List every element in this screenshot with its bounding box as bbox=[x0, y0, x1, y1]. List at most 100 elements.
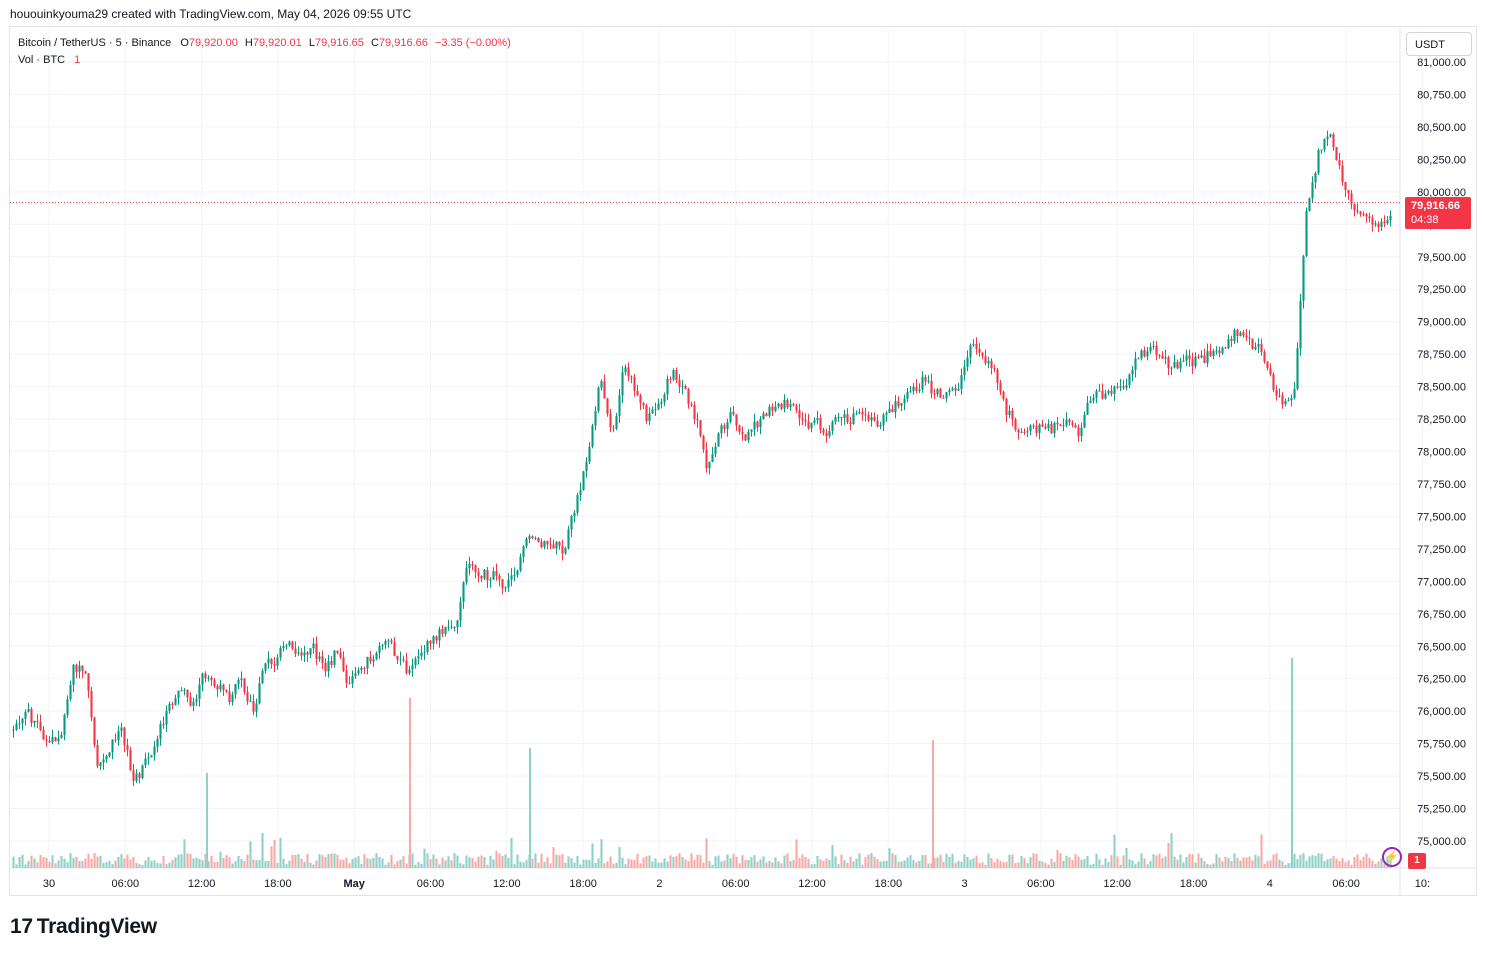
volume-bar bbox=[936, 857, 939, 868]
candle-body bbox=[594, 410, 597, 426]
candle-body bbox=[54, 737, 57, 742]
candle-body bbox=[672, 370, 675, 380]
volume-bar bbox=[1014, 863, 1017, 868]
volume-bar bbox=[552, 847, 555, 868]
candle-body bbox=[1335, 147, 1338, 160]
candle-body bbox=[747, 431, 750, 441]
candle-body bbox=[153, 746, 156, 756]
volume-bar bbox=[1116, 856, 1119, 868]
candle-body bbox=[300, 652, 303, 656]
candle-body bbox=[1173, 361, 1176, 368]
candle-body bbox=[1047, 423, 1050, 429]
volume-bar bbox=[834, 856, 837, 868]
candle-body bbox=[768, 406, 771, 416]
volume-bar bbox=[1053, 862, 1056, 868]
volume-bar bbox=[837, 864, 840, 868]
volume-bar bbox=[675, 856, 678, 868]
candle-body bbox=[513, 574, 516, 576]
volume-bar bbox=[906, 857, 909, 868]
volume-bar bbox=[564, 862, 567, 868]
candle-body bbox=[147, 757, 150, 759]
candle-body bbox=[399, 659, 402, 661]
volume-bar bbox=[627, 858, 630, 868]
volume-bar bbox=[984, 864, 987, 868]
currency-button[interactable]: USDT bbox=[1406, 32, 1472, 56]
alert-bolt-icon[interactable]: ⚡ bbox=[1382, 847, 1402, 867]
candle-body bbox=[1194, 356, 1197, 367]
candle-body bbox=[15, 723, 18, 730]
volume-bar bbox=[912, 860, 915, 868]
candle-body bbox=[264, 663, 267, 671]
candle-body bbox=[489, 579, 492, 581]
change-value: −3.35 (−0.00%) bbox=[434, 37, 511, 49]
volume-bar bbox=[1269, 860, 1272, 868]
candle-body bbox=[714, 446, 717, 455]
candle-body bbox=[738, 425, 741, 432]
volume-bar bbox=[219, 851, 222, 868]
candle-body bbox=[882, 414, 885, 425]
volume-bar bbox=[600, 839, 603, 868]
candle-body bbox=[366, 656, 369, 669]
symbol-label[interactable]: Bitcoin / TetherUS · 5 · Binance bbox=[18, 37, 172, 49]
candle-body bbox=[1290, 398, 1293, 401]
candle-body bbox=[438, 629, 441, 641]
time-axis: 30 06:00 12:00 18:00 May 06:00 12:00 18:00 2 06:0… bbox=[43, 878, 1430, 890]
candle-body bbox=[903, 398, 906, 404]
candle-body bbox=[510, 575, 513, 580]
candle-body bbox=[501, 579, 504, 589]
volume-bar bbox=[285, 864, 288, 868]
volume-bar bbox=[147, 857, 150, 868]
candle-body bbox=[636, 390, 639, 396]
candle-body bbox=[966, 357, 969, 367]
volume-bar bbox=[1161, 858, 1164, 868]
candle-body bbox=[720, 425, 723, 434]
candle-body bbox=[1287, 400, 1290, 402]
volume-bar bbox=[516, 854, 519, 868]
candle-body bbox=[51, 737, 54, 743]
volume-bar bbox=[402, 856, 405, 868]
volume-bar bbox=[153, 860, 156, 868]
volume-bar bbox=[1335, 858, 1338, 868]
candle-body bbox=[474, 565, 477, 572]
candle-body bbox=[1152, 345, 1155, 347]
time-tick-label: 06:00 bbox=[722, 878, 750, 890]
volume-bar bbox=[201, 860, 204, 868]
candle-body bbox=[1383, 221, 1386, 224]
candle-body bbox=[783, 399, 786, 409]
volume-bar bbox=[807, 858, 810, 868]
candle-body bbox=[1005, 398, 1008, 416]
volume-bar bbox=[300, 858, 303, 868]
candle-body bbox=[978, 348, 981, 353]
candle-body bbox=[1056, 422, 1059, 425]
volume-bar bbox=[189, 853, 192, 868]
volume-bar bbox=[585, 859, 588, 868]
volume-bar bbox=[1128, 859, 1131, 868]
volume-bar bbox=[1077, 856, 1080, 868]
candle-body bbox=[927, 380, 930, 382]
volume-bar bbox=[1050, 858, 1053, 868]
volume-bar bbox=[339, 859, 342, 868]
volume-label[interactable]: Vol · BTC bbox=[18, 54, 66, 66]
volume-bar bbox=[1230, 861, 1233, 868]
candle-body bbox=[492, 571, 495, 580]
candle-body bbox=[504, 587, 507, 589]
volume-bar bbox=[750, 857, 753, 868]
volume-bar bbox=[183, 839, 186, 868]
chart-frame[interactable] bbox=[9, 26, 1477, 896]
candle-body bbox=[981, 352, 984, 357]
candle-body bbox=[684, 385, 687, 389]
volume-bar bbox=[348, 863, 351, 868]
candle-body bbox=[156, 738, 159, 747]
candle-body bbox=[252, 701, 255, 712]
volume-bar bbox=[195, 857, 198, 868]
volume-bar bbox=[39, 854, 42, 868]
candle-body bbox=[1155, 345, 1158, 356]
candle-body bbox=[198, 684, 201, 700]
volume-bar bbox=[57, 860, 60, 868]
volume-bar bbox=[684, 859, 687, 868]
candle-body bbox=[219, 684, 222, 690]
volume-bar bbox=[1059, 853, 1062, 868]
volume-bar bbox=[1221, 861, 1224, 868]
volume-bar bbox=[309, 862, 312, 868]
